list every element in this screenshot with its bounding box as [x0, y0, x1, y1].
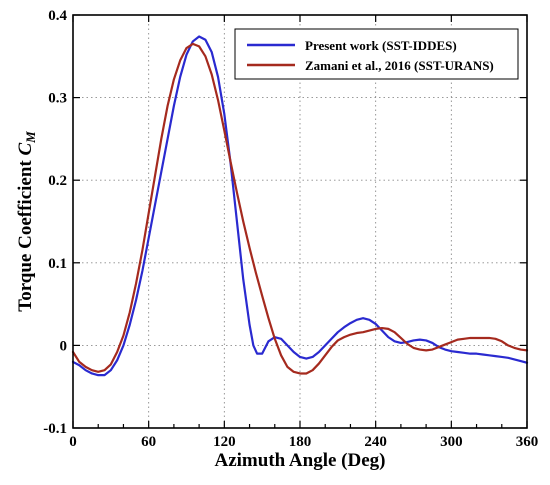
- series-line-2: [71, 42, 529, 375]
- x-tick-label: 180: [289, 434, 312, 450]
- y-tick-label: 0.4: [48, 8, 67, 24]
- grid-layer: [73, 15, 527, 428]
- x-tick-label: 60: [141, 434, 156, 450]
- legend: Present work (SST-IDDES) Zamani et al., 2…: [234, 28, 519, 80]
- y-axis-title-variable: C: [15, 143, 36, 156]
- x-tick-label: 360: [516, 434, 539, 450]
- x-tick-label: 300: [440, 434, 463, 450]
- y-tick-label: 0.2: [48, 173, 67, 189]
- tick-layer: [72, 14, 528, 429]
- legend-box: [234, 28, 519, 80]
- x-axis-title: Azimuth Angle (Deg): [215, 450, 386, 471]
- y-axis-title: Torque Coefficient CM: [15, 131, 38, 312]
- y-tick-label: 0.3: [48, 91, 67, 107]
- legend-items: Present work (SST-IDDES) Zamani et al., 2…: [247, 38, 494, 73]
- x-tick-label: 0: [69, 434, 77, 450]
- x-tick-label: 240: [364, 434, 387, 450]
- legend-label-2: Zamani et al., 2016 (SST-URANS): [305, 58, 494, 73]
- y-tick-label: 0.1: [48, 256, 67, 272]
- y-axis-title-main: Torque Coefficient: [15, 156, 36, 312]
- series-layer: [71, 35, 529, 377]
- y-tick-label: -0.1: [43, 421, 67, 437]
- x-tick-label: 120: [213, 434, 236, 450]
- tick-label-layer: 0 60 120 180 240 300 360-0.100.10.20.30.4: [43, 8, 538, 450]
- series-line-1: [71, 35, 529, 377]
- y-tick-label: 0: [60, 338, 68, 354]
- legend-label-1: Present work (SST-IDDES): [305, 38, 457, 53]
- y-axis-title-subscript: M: [23, 131, 38, 144]
